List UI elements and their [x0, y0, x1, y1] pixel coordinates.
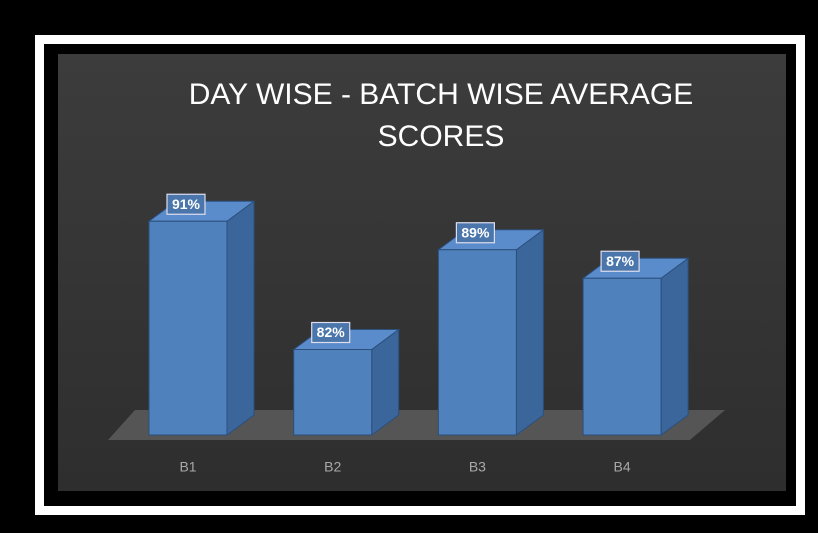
data-label: 87% [606, 253, 635, 269]
data-label-box [311, 321, 351, 344]
bar-side [515, 228, 544, 436]
bar-side [226, 200, 255, 436]
bar [148, 220, 228, 436]
bar [293, 349, 373, 436]
data-label-box [600, 250, 640, 272]
chart-title: DAY WISE - BATCH WISE AVERAGE SCORES [188, 78, 694, 153]
floor [108, 410, 725, 440]
x-tick-label: B4 [614, 459, 631, 475]
data-label: 82% [317, 324, 346, 340]
x-tick-label: B2 [324, 459, 341, 475]
x-tick-label: B3 [469, 459, 486, 475]
data-label-box [455, 222, 495, 244]
x-tick-label: B1 [179, 459, 196, 475]
data-label: 89% [461, 224, 490, 240]
data-label: 91% [172, 196, 201, 212]
bar [582, 277, 662, 436]
data-label-box [166, 193, 206, 215]
bar [437, 249, 517, 436]
bar-side [660, 257, 689, 436]
